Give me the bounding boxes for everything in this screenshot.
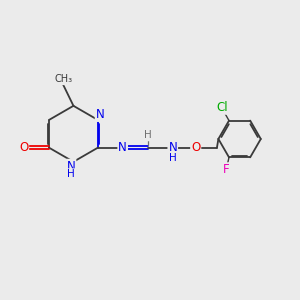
Text: F: F <box>223 163 230 176</box>
Text: H: H <box>67 169 75 179</box>
Text: O: O <box>191 141 200 154</box>
Text: H: H <box>144 130 152 140</box>
Text: N: N <box>168 141 177 154</box>
Text: N: N <box>118 141 127 154</box>
Text: CH₃: CH₃ <box>54 74 72 84</box>
Text: N: N <box>96 108 104 121</box>
Text: Cl: Cl <box>217 101 228 114</box>
Text: H: H <box>169 153 177 163</box>
Text: N: N <box>67 160 76 173</box>
Text: O: O <box>19 141 28 154</box>
